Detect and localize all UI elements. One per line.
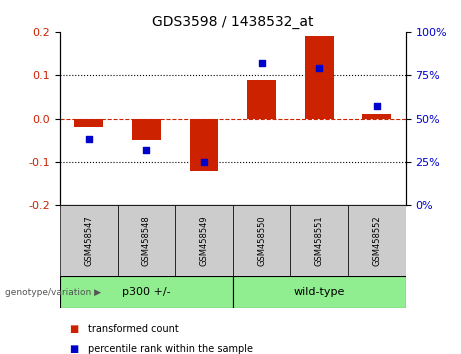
- Text: GSM458552: GSM458552: [372, 215, 381, 266]
- Bar: [348, 205, 406, 276]
- Point: [373, 104, 381, 109]
- Point: [142, 147, 150, 153]
- Title: GDS3598 / 1438532_at: GDS3598 / 1438532_at: [152, 16, 313, 29]
- Bar: [305, 36, 334, 119]
- Bar: [290, 205, 348, 276]
- Text: percentile rank within the sample: percentile rank within the sample: [88, 344, 253, 354]
- Text: GSM458551: GSM458551: [315, 215, 324, 266]
- Bar: [60, 205, 118, 276]
- Point: [200, 159, 207, 165]
- Text: GSM458547: GSM458547: [84, 215, 93, 266]
- Bar: [132, 119, 161, 140]
- Bar: [74, 119, 103, 127]
- Bar: [118, 205, 175, 276]
- Text: transformed count: transformed count: [88, 324, 178, 334]
- Bar: [233, 205, 290, 276]
- Text: GSM458548: GSM458548: [142, 215, 151, 266]
- Text: GSM458550: GSM458550: [257, 215, 266, 266]
- Point: [258, 60, 266, 66]
- Text: GSM458549: GSM458549: [200, 215, 208, 266]
- Bar: [189, 119, 219, 171]
- Text: wild-type: wild-type: [294, 287, 345, 297]
- Text: genotype/variation ▶: genotype/variation ▶: [5, 287, 100, 297]
- Point: [315, 65, 323, 71]
- Text: ■: ■: [69, 344, 78, 354]
- Bar: [362, 114, 391, 119]
- Bar: [60, 276, 233, 308]
- Text: ■: ■: [69, 324, 78, 334]
- Bar: [233, 276, 406, 308]
- Bar: [175, 205, 233, 276]
- Point: [85, 137, 92, 142]
- Text: p300 +/-: p300 +/-: [122, 287, 171, 297]
- Bar: [247, 80, 276, 119]
